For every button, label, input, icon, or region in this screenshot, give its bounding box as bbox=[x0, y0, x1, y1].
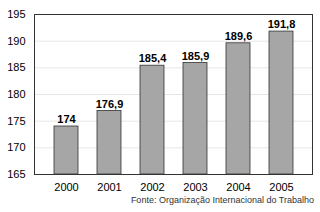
svg-text:190: 190 bbox=[7, 35, 25, 47]
svg-text:185: 185 bbox=[7, 61, 25, 73]
svg-text:180: 180 bbox=[7, 88, 25, 100]
svg-text:191,8: 191,8 bbox=[268, 18, 296, 30]
svg-text:185,9: 185,9 bbox=[182, 50, 210, 62]
svg-text:2001: 2001 bbox=[97, 181, 121, 193]
svg-text:2004: 2004 bbox=[226, 181, 250, 193]
svg-text:176,9: 176,9 bbox=[96, 98, 124, 110]
svg-text:195: 195 bbox=[7, 8, 25, 20]
svg-text:185,4: 185,4 bbox=[139, 52, 167, 64]
svg-text:2003: 2003 bbox=[183, 181, 207, 193]
html-text:Fonte: Organização Internacion: Fonte: Organização Internacional do Trab… bbox=[130, 195, 314, 205]
svg-text:2005: 2005 bbox=[269, 181, 293, 193]
svg-text:2000: 2000 bbox=[54, 181, 78, 193]
svg-text:174: 174 bbox=[57, 113, 76, 125]
svg-text:175: 175 bbox=[7, 115, 25, 127]
svg-text:170: 170 bbox=[7, 141, 25, 153]
svg-text:165: 165 bbox=[7, 168, 25, 180]
svg-text:2002: 2002 bbox=[140, 181, 164, 193]
svg-text:189,6: 189,6 bbox=[225, 30, 253, 42]
